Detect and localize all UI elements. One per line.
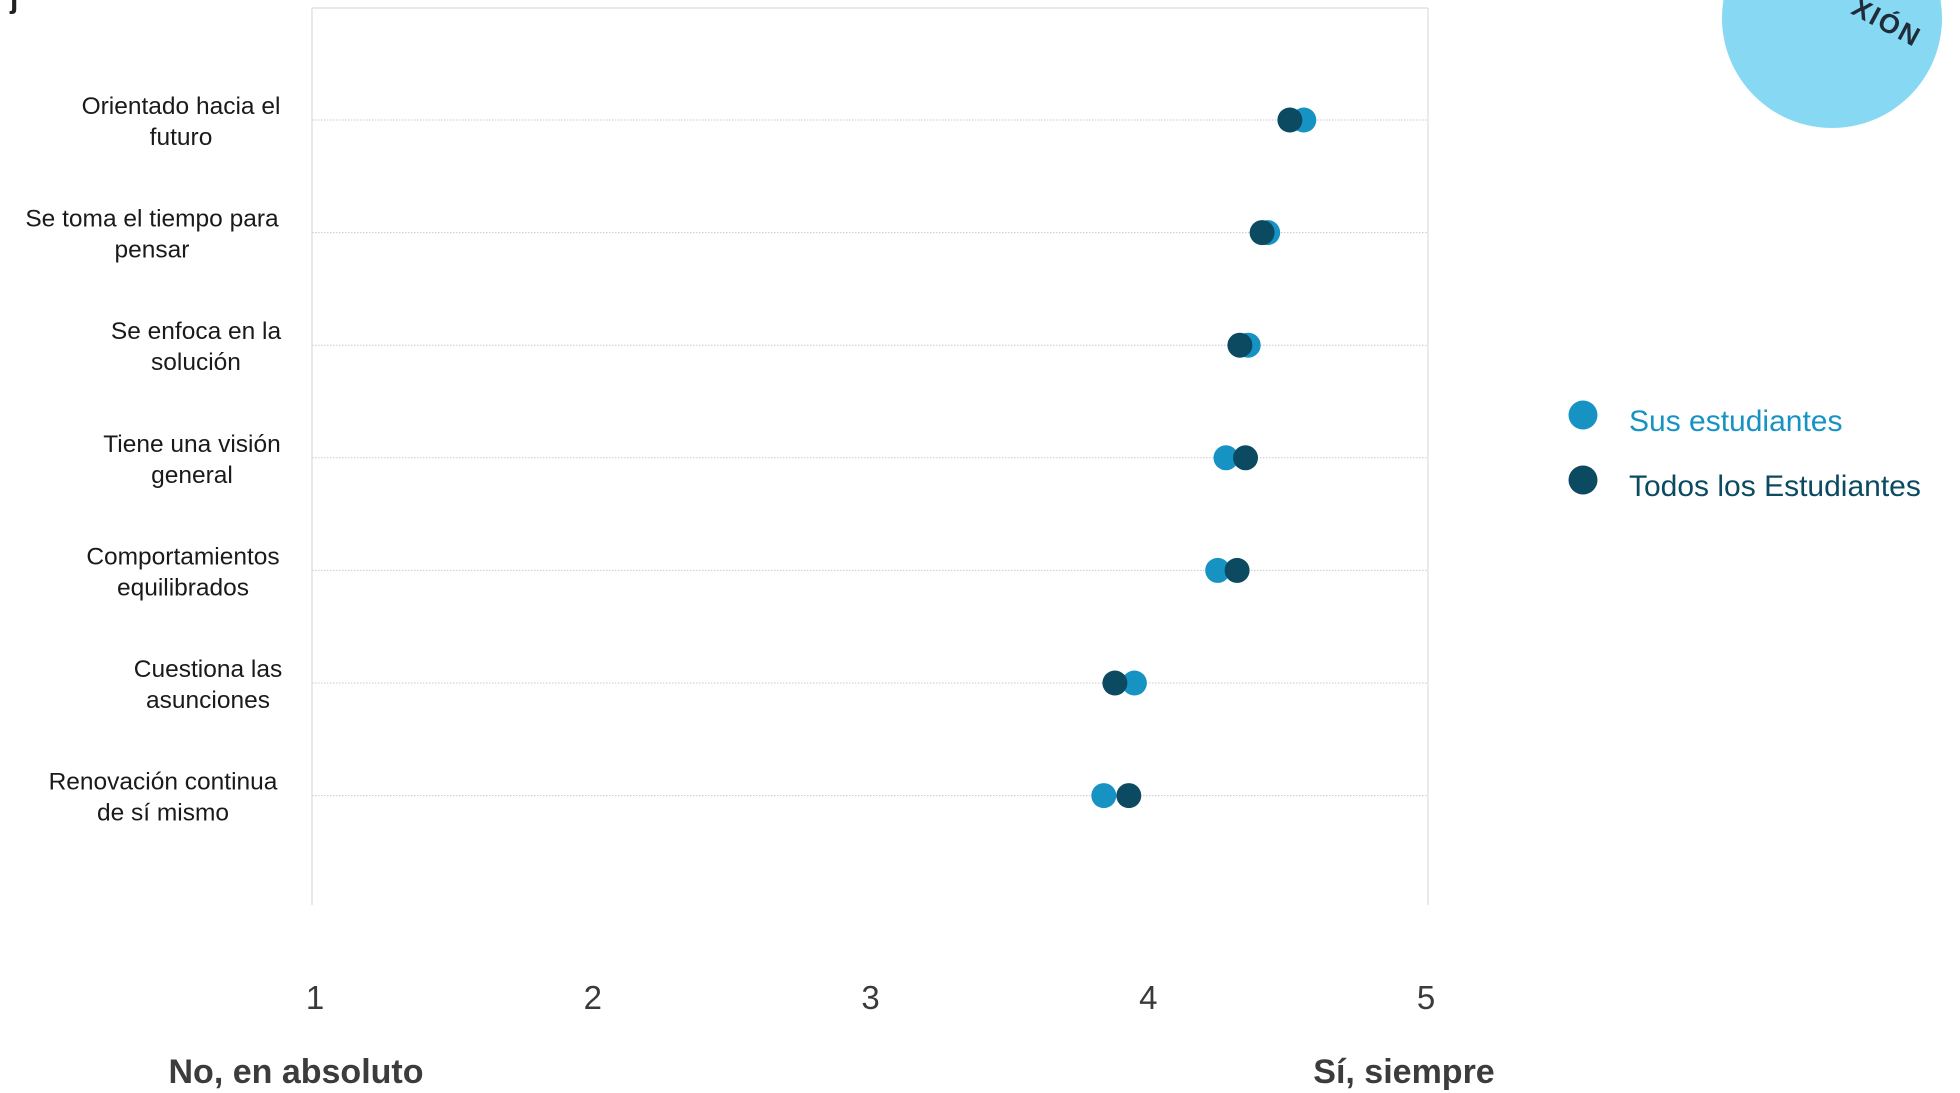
legend-label: Sus estudiantes bbox=[1629, 405, 1842, 438]
dot-todos-los-estudiantes bbox=[1102, 670, 1128, 696]
category-label: Tiene una visión general bbox=[103, 431, 281, 489]
category-label-line: Comportamientos bbox=[86, 543, 279, 570]
category-labels: Orientado hacia el futuro Se toma el tiemp… bbox=[25, 93, 282, 827]
category-label: Se enfoca en la solución bbox=[111, 318, 282, 376]
category-label: Comportamientos equilibrados bbox=[86, 543, 279, 601]
category-label: Se toma el tiempo para pensar bbox=[25, 206, 279, 264]
plot-area bbox=[311, 7, 1429, 905]
category-label-line: general bbox=[151, 462, 233, 489]
corner-glyph: j bbox=[9, 0, 18, 15]
category-label: Orientado hacia el futuro bbox=[82, 93, 281, 151]
scale-anchor-high: Sí, siempre bbox=[1313, 1053, 1494, 1091]
category-label-line: solución bbox=[151, 349, 241, 376]
x-tick-label: 2 bbox=[584, 979, 602, 1016]
x-tick-label: 3 bbox=[861, 979, 879, 1016]
category-label-line: equilibrados bbox=[117, 574, 249, 601]
category-label-line: Cuestiona las bbox=[134, 656, 282, 683]
category-label-line: asunciones bbox=[146, 687, 270, 714]
badge-circle bbox=[1722, 0, 1942, 128]
dot-todos-los-estudiantes bbox=[1233, 445, 1258, 471]
x-axis-tick-labels: 1 2 3 4 5 bbox=[306, 979, 1435, 1016]
x-tick-label: 1 bbox=[306, 979, 324, 1016]
category-label-line: Tiene una visión bbox=[103, 431, 281, 458]
dot-sus-estudiantes bbox=[1213, 445, 1239, 471]
legend-marker bbox=[1568, 400, 1598, 430]
dot-todos-los-estudiantes bbox=[1249, 220, 1275, 246]
category-label-line: futuro bbox=[150, 124, 213, 151]
category-label-line: Orientado hacia el bbox=[82, 93, 281, 120]
legend-label: Todos los Estudiantes bbox=[1629, 470, 1921, 503]
category-label-line: Se enfoca en la bbox=[111, 318, 282, 345]
category-label-line: Renovación continua bbox=[49, 769, 278, 796]
scale-anchor-low: No, en absoluto bbox=[169, 1053, 424, 1091]
dot-sus-estudiantes bbox=[1205, 557, 1231, 583]
dot-todos-los-estudiantes bbox=[1227, 332, 1253, 358]
corner-badge: XIÓN bbox=[1722, 0, 1942, 128]
category-label: Renovación continua de sí mismo bbox=[49, 769, 278, 827]
x-tick-label: 4 bbox=[1139, 979, 1157, 1016]
category-label-line: pensar bbox=[115, 237, 190, 264]
legend: Sus estudiantes Todos los Estudiantes bbox=[1568, 400, 1921, 503]
category-label-line: de sí mismo bbox=[97, 800, 229, 827]
dot-todos-los-estudiantes bbox=[1277, 107, 1303, 133]
dot-sus-estudiantes bbox=[1121, 670, 1147, 696]
legend-marker bbox=[1568, 465, 1598, 495]
scale-anchor-labels: No, en absoluto Sí, siempre bbox=[169, 1053, 1495, 1091]
category-label: Cuestiona las asunciones bbox=[134, 656, 282, 714]
dot-todos-los-estudiantes bbox=[1224, 557, 1250, 583]
dot-todos-los-estudiantes bbox=[1116, 783, 1142, 809]
x-tick-label: 5 bbox=[1417, 979, 1435, 1016]
category-label-line: Se toma el tiempo para bbox=[25, 206, 279, 233]
dot-sus-estudiantes bbox=[1091, 783, 1117, 809]
